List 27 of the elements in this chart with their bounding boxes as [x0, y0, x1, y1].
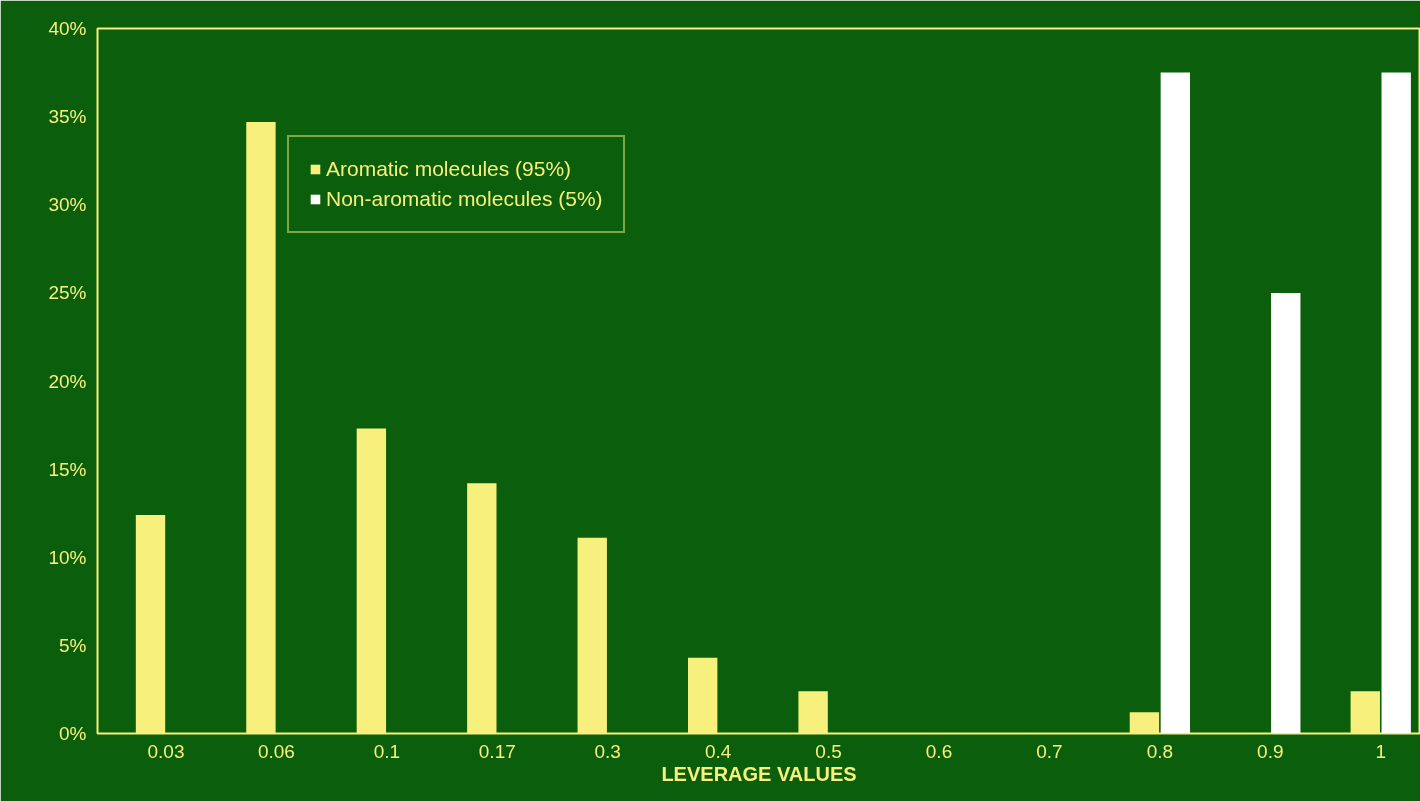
legend-label: Non-aromatic molecules (5%) [326, 187, 603, 211]
y-tick-label: 35% [48, 106, 87, 128]
y-tick-label: 10% [48, 546, 87, 568]
y-tick-label: 40% [48, 18, 87, 39]
x-tick-label: 0.9 [1257, 740, 1284, 762]
x-tick-label: 0.7 [1036, 740, 1063, 762]
x-tick-label: 1 [1375, 740, 1387, 762]
x-tick-label: 0.17 [478, 740, 516, 762]
x-tick-label: 0.06 [257, 740, 295, 762]
legend-label: Aromatic molecules (95%) [326, 157, 572, 181]
y-tick-label: 0% [59, 723, 87, 744]
x-tick-label: 0.3 [594, 740, 621, 762]
y-tick-label: 20% [48, 370, 87, 392]
y-tick-label: 25% [48, 282, 87, 304]
x-tick-label: 0.8 [1146, 740, 1174, 762]
y-tick-label: 30% [48, 194, 87, 216]
y-tick-label: 5% [59, 634, 87, 656]
x-tick-label: 0.4 [704, 740, 732, 762]
x-tick-label: 0.1 [373, 740, 401, 762]
bar [1271, 292, 1301, 734]
y-tick-label: 15% [48, 458, 87, 480]
x-tick-label: 0.03 [147, 740, 185, 762]
x-tick-label: 0.6 [925, 740, 953, 762]
bar [1160, 72, 1191, 734]
bar [1381, 72, 1411, 734]
x-tick-label: 0.5 [815, 740, 842, 762]
x-axis-title: LEVERAGE VALUES [661, 762, 857, 785]
